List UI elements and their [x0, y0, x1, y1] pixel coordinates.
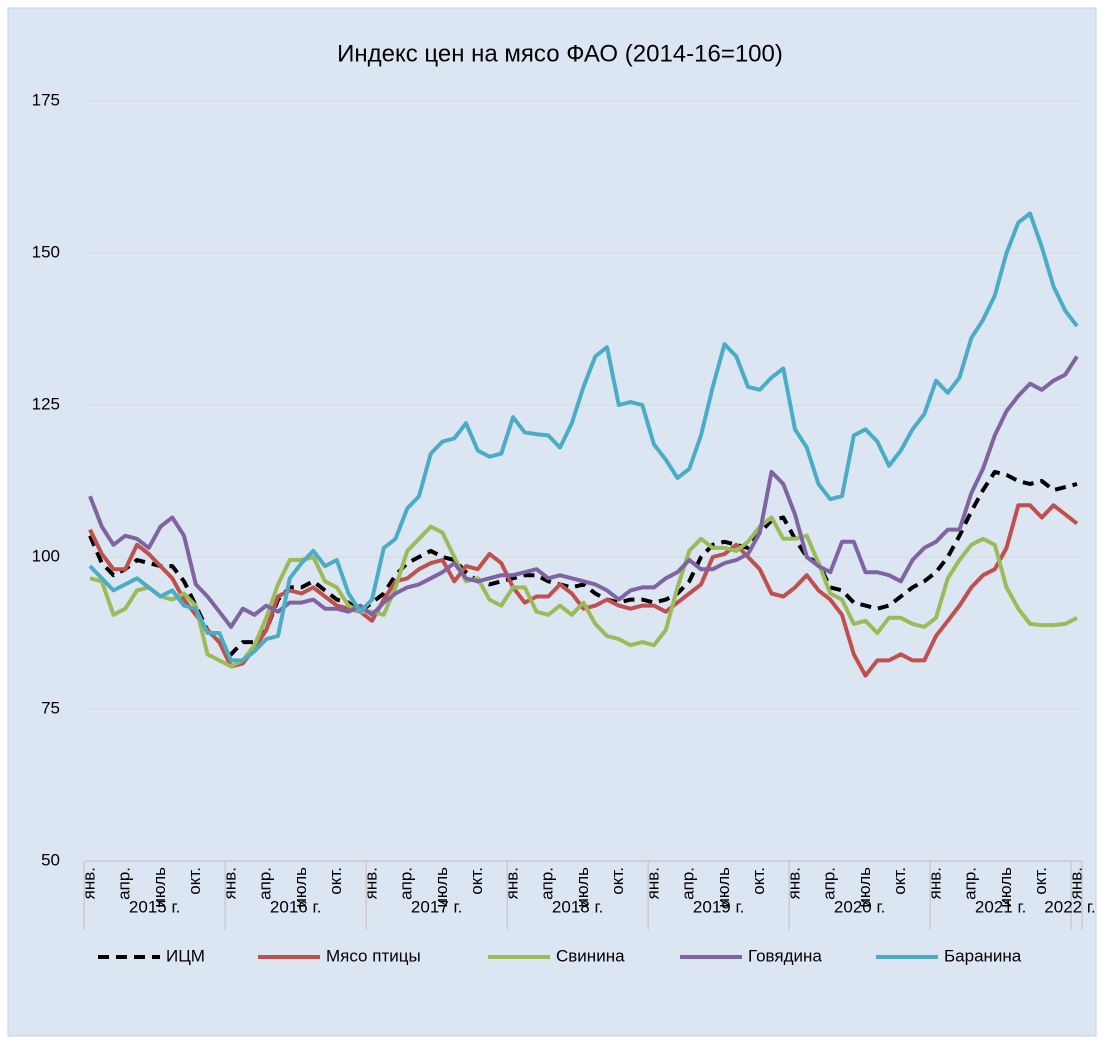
- x-tick-label: янв.: [643, 867, 662, 899]
- year-label: 2022 г.: [1044, 897, 1095, 916]
- x-tick-label: янв.: [220, 867, 239, 899]
- y-tick-label: 150: [32, 242, 60, 261]
- y-tick-label: 75: [41, 698, 60, 717]
- x-tick-label: янв.: [1066, 867, 1085, 899]
- x-tick-label: янв.: [925, 867, 944, 899]
- x-tick-label: апр.: [961, 867, 980, 900]
- x-tick-label: окт.: [467, 867, 486, 895]
- x-tick-label: июль: [714, 867, 733, 908]
- series-line: [88, 211, 1079, 663]
- background: [7, 7, 1097, 1037]
- x-tick-label: янв.: [502, 867, 521, 899]
- y-tick-label: 100: [32, 546, 60, 565]
- x-tick-label: июль: [855, 867, 874, 908]
- x-tick-label: янв.: [361, 867, 380, 899]
- legend-label: ИЦМ: [166, 946, 205, 965]
- y-tick-label: 50: [41, 850, 60, 869]
- y-tick-label: 175: [32, 90, 60, 109]
- year-label: 2021 г.: [975, 897, 1026, 916]
- x-tick-label: янв.: [79, 867, 98, 899]
- x-tick-label: апр.: [256, 867, 275, 900]
- x-tick-label: янв.: [784, 867, 803, 899]
- legend-label: Мясо птицы: [326, 946, 421, 965]
- legend-label: Баранина: [944, 946, 1022, 965]
- x-tick-label: июль: [291, 867, 310, 908]
- series-line: [88, 469, 1078, 657]
- x-tick-label: апр.: [538, 867, 557, 900]
- x-tick-label: окт.: [749, 867, 768, 895]
- x-tick-label: июль: [150, 867, 169, 908]
- x-tick-label: апр.: [679, 867, 698, 900]
- x-tick-label: апр.: [820, 867, 839, 900]
- year-label: 2019 г.: [693, 897, 744, 916]
- series-line: [88, 355, 1079, 629]
- x-tick-label: окт.: [608, 867, 627, 895]
- x-tick-label: окт.: [890, 867, 909, 895]
- x-tick-label: окт.: [185, 867, 204, 895]
- x-tick-label: июль: [996, 867, 1015, 908]
- year-label: 2016 г.: [270, 897, 321, 916]
- x-tick-label: июль: [573, 867, 592, 908]
- legend-label: Свинина: [556, 946, 625, 965]
- year-label: 2017 г.: [411, 897, 462, 916]
- y-tick-label: 125: [32, 394, 60, 413]
- x-tick-label: апр.: [397, 867, 416, 900]
- x-tick-label: окт.: [326, 867, 345, 895]
- chart-title: Индекс цен на мясо ФАО (2014-16=100): [337, 40, 783, 67]
- x-tick-label: окт.: [1031, 867, 1050, 895]
- year-label: 2015 г.: [129, 897, 180, 916]
- year-label: 2018 г.: [552, 897, 603, 916]
- legend-label: Говядина: [748, 946, 822, 965]
- x-tick-label: июль: [432, 867, 451, 908]
- year-label: 2020 г.: [834, 897, 885, 916]
- x-tick-label: апр.: [115, 867, 134, 900]
- series-line: [89, 515, 1078, 669]
